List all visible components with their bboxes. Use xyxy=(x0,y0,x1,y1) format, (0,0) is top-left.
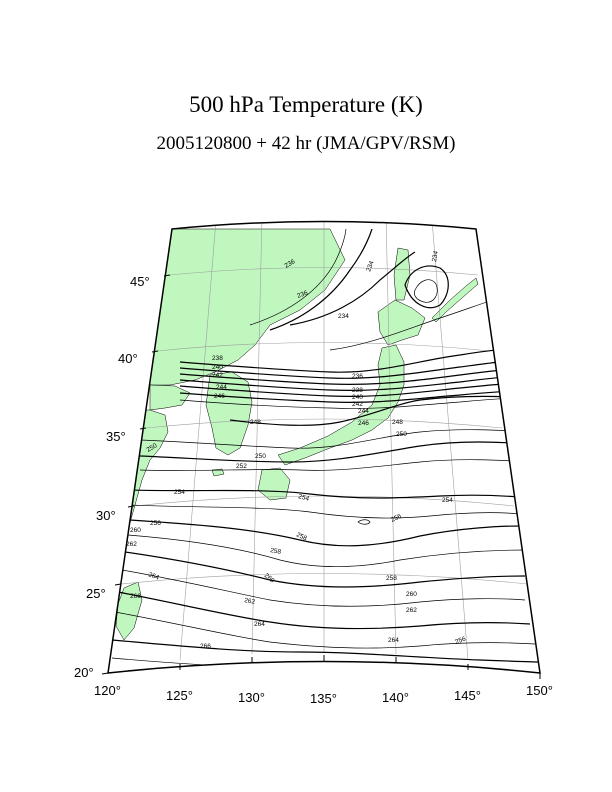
lon-label: 150° xyxy=(526,683,553,698)
contour-label: 236 xyxy=(352,373,363,380)
contour-label: 248 xyxy=(250,419,261,426)
contour-label: 250 xyxy=(396,431,407,438)
contour-label: 260 xyxy=(130,527,141,534)
contour-label: 234 xyxy=(431,250,440,262)
contour-label: 260 xyxy=(406,591,417,598)
frame-ticks xyxy=(101,274,541,679)
lat-label: 25° xyxy=(86,586,106,601)
lon-label: 125° xyxy=(166,688,193,703)
contour-label: 266 xyxy=(130,593,141,600)
contour-label: 256 xyxy=(454,635,467,645)
land-jeju xyxy=(211,468,225,477)
map-title: 500 hPa Temperature (K) xyxy=(189,92,423,117)
contour-label: 256 xyxy=(150,520,161,527)
contour-label: 264 xyxy=(147,571,160,581)
contour-label: 266 xyxy=(200,643,211,650)
contour-label: 252 xyxy=(236,463,247,470)
land-asia-north xyxy=(149,228,346,386)
map-subtitle: 2005120800 + 42 hr (JMA/GPV/RSM) xyxy=(156,133,456,154)
contour-label: 262 xyxy=(244,597,256,606)
contour-label: 264 xyxy=(254,621,265,628)
contour-label: 254 xyxy=(297,493,310,503)
contour-label: 236 xyxy=(296,289,309,299)
contour-label: 254 xyxy=(174,489,185,496)
contour-label: 240 xyxy=(212,364,223,371)
lat-label: 40° xyxy=(118,351,138,366)
lat-label: 20° xyxy=(74,665,94,680)
contour-labels: 236 236 234 234 234 238 240 242 244 246 … xyxy=(126,250,467,650)
latitude-labels: 20° 25° 30° 35° 40° 45° xyxy=(74,274,150,680)
lat-label: 45° xyxy=(130,274,150,289)
contour-label: 254 xyxy=(442,497,453,504)
temperature-contours xyxy=(111,228,540,673)
land-hokkaido xyxy=(377,299,426,346)
contour-label: 236 xyxy=(284,258,297,270)
contour-label: 238 xyxy=(352,387,363,394)
land-kurils xyxy=(431,277,479,323)
contour-label: 248 xyxy=(392,419,403,426)
contour-label: 238 xyxy=(212,355,223,362)
land-shandong xyxy=(149,384,191,411)
contour-label: 250 xyxy=(146,442,159,454)
land-honshu xyxy=(277,344,405,466)
contour-label: 244 xyxy=(358,408,369,415)
lat-label: 30° xyxy=(96,508,116,523)
contour-label: 234 xyxy=(338,313,349,320)
contour-label: 240 xyxy=(352,394,363,401)
contour-label: 258 xyxy=(386,575,397,582)
contour-label: 262 xyxy=(406,607,417,614)
lon-label: 130° xyxy=(238,690,265,705)
contour-label: 262 xyxy=(126,541,137,548)
contour-label: 258 xyxy=(270,547,282,556)
contour-label: 250 xyxy=(255,453,266,460)
lat-label: 35° xyxy=(106,429,126,444)
contour-label: 246 xyxy=(214,393,225,400)
land-kyushu xyxy=(257,467,291,501)
contour-label: 242 xyxy=(212,372,223,379)
contour-label: 234 xyxy=(365,260,375,273)
contour-label: 258 xyxy=(295,531,308,542)
contour-label: 256 xyxy=(390,513,403,524)
map-frame xyxy=(107,220,541,674)
contour-label: 242 xyxy=(352,401,363,408)
lon-label: 135° xyxy=(310,691,337,706)
lon-label: 120° xyxy=(94,683,121,698)
contour-label: 246 xyxy=(358,420,369,427)
longitude-labels: 120° 125° 130° 135° 140° 145° 150° xyxy=(94,683,553,706)
contour-label: 244 xyxy=(216,384,227,391)
lon-label: 140° xyxy=(382,690,409,705)
lon-label: 145° xyxy=(454,688,481,703)
contour-label: 264 xyxy=(388,637,399,644)
